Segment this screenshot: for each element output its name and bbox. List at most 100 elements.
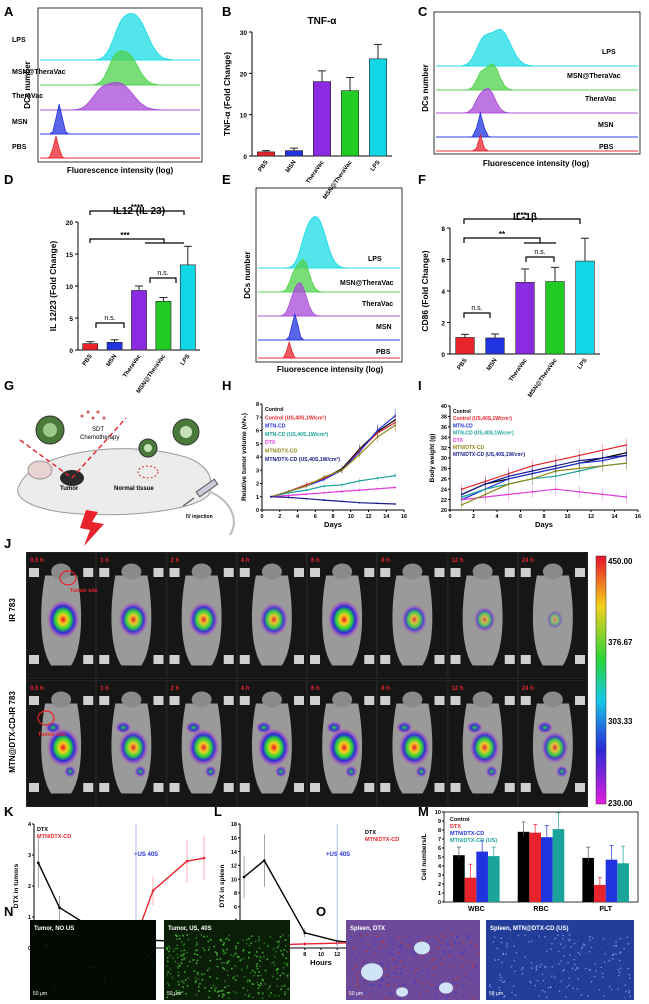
fluorescence-speck xyxy=(208,967,211,969)
fluorescence-speck xyxy=(181,954,184,957)
fluorescence-speck xyxy=(152,963,154,965)
y-tick-label: 4 xyxy=(28,822,32,828)
y-tick-label: 0 xyxy=(28,946,31,952)
sig-label: n.s. xyxy=(471,305,482,312)
x-axis-label: Fluorescence intensity (log) xyxy=(483,159,590,168)
fluorescence-speck xyxy=(258,935,260,938)
y-tick-label: 2 xyxy=(28,884,31,890)
tape-mark xyxy=(310,568,320,577)
y-tick-label: 5 xyxy=(256,442,259,448)
tape-mark xyxy=(364,783,375,792)
tape-mark xyxy=(294,696,304,705)
fluorescence-speck xyxy=(216,952,218,954)
fluorescence-speck xyxy=(89,966,91,968)
mouse-image: 24 h xyxy=(518,552,588,679)
tissue-speck xyxy=(383,997,385,999)
fluorescence-speck xyxy=(280,949,282,952)
fluorescence-speck xyxy=(286,950,288,953)
tissue-speck xyxy=(356,997,359,999)
tissue-speck xyxy=(551,981,554,983)
legend-entry: Control xyxy=(453,409,471,415)
mouse-image: 0.5 h xyxy=(26,680,96,807)
series-line xyxy=(270,496,396,505)
fluorescence-speck xyxy=(177,980,180,983)
tissue-speck xyxy=(372,951,375,954)
data-point xyxy=(36,861,40,865)
nanoparticle xyxy=(172,418,200,446)
mouse-head xyxy=(332,563,353,580)
tissue-void xyxy=(414,941,430,955)
tissue-speck xyxy=(396,967,399,970)
tissue-speck xyxy=(532,985,534,987)
fluorescence-speck xyxy=(128,993,130,995)
fluorescence-speck xyxy=(247,956,250,959)
tissue-speck xyxy=(445,942,448,944)
tape-mark xyxy=(364,568,375,577)
tissue-speck xyxy=(532,974,534,976)
data-point xyxy=(376,436,379,439)
fluorescence-speck xyxy=(247,951,250,954)
legend-entry: DTX xyxy=(365,830,376,836)
tissue-speck xyxy=(448,943,451,945)
fluorescence-speck xyxy=(274,994,276,997)
mouse-image: 8 h xyxy=(377,552,448,679)
fluorescence-speck xyxy=(194,977,197,979)
fluorescence-speck xyxy=(285,957,288,960)
tissue-speck xyxy=(611,958,614,960)
mouse-body xyxy=(17,448,212,516)
x-tick-label: PLT xyxy=(599,906,612,913)
fluorescence-speck xyxy=(244,994,247,996)
fluorescence-speck xyxy=(90,957,92,959)
fluorescence-speck xyxy=(183,971,186,973)
fluorescence-speck xyxy=(287,934,290,937)
tissue-speck xyxy=(462,957,465,960)
mouse-image: 24 h xyxy=(518,680,588,807)
y-tick-label: 26 xyxy=(441,477,447,483)
y-tick-label: 20 xyxy=(240,71,248,78)
fluorescence-signal xyxy=(134,765,147,778)
fluorescence-speck xyxy=(284,945,287,947)
tissue-speck xyxy=(452,979,455,981)
y-tick-label: 8 xyxy=(256,402,259,408)
fluorescence-speck xyxy=(194,981,197,983)
legend-entry: MTN/DTX-CD (US,40S,1W/cm²) xyxy=(453,452,526,458)
fluorescence-speck xyxy=(273,961,275,964)
tissue-speck xyxy=(560,980,562,983)
tissue-speck xyxy=(550,979,553,981)
tissue-speck xyxy=(493,995,495,997)
tissue-speck xyxy=(628,973,631,976)
tape-mark xyxy=(450,783,461,792)
tissue-speck xyxy=(472,997,475,999)
fluorescence-speck xyxy=(245,942,248,945)
tissue-speck xyxy=(560,943,562,945)
mouse-image: 6 h xyxy=(307,680,377,807)
tissue-speck xyxy=(602,937,605,940)
tissue-speck xyxy=(434,936,437,938)
y-tick-label: 3 xyxy=(256,468,259,474)
tissue-speck xyxy=(459,952,462,954)
fluorescence-speck xyxy=(216,977,218,980)
tissue-speck xyxy=(595,952,597,955)
tissue-speck xyxy=(611,954,614,956)
series-line xyxy=(461,454,627,495)
tissue-speck xyxy=(388,976,391,978)
tissue-speck xyxy=(422,993,425,995)
fluorescence-speck xyxy=(195,937,198,939)
fluorescence-speck xyxy=(54,988,56,990)
label-tumor: Tumor xyxy=(60,486,79,492)
tissue-speck xyxy=(395,960,398,963)
tape-mark xyxy=(575,568,585,577)
fluorescence-speck xyxy=(242,987,245,989)
fluorescence-speck xyxy=(269,985,271,988)
tissue-speck xyxy=(394,985,397,987)
tape-mark xyxy=(99,568,110,577)
tissue-speck xyxy=(442,953,445,956)
fluorescence-speck xyxy=(176,947,179,950)
tissue-speck xyxy=(534,984,536,987)
x-tick-label: 4 xyxy=(296,514,300,520)
fluorescence-speck xyxy=(147,955,149,957)
tissue-speck xyxy=(561,953,563,955)
tissue-speck xyxy=(375,949,378,952)
tissue-speck xyxy=(595,970,597,972)
mouse-head xyxy=(191,563,212,580)
